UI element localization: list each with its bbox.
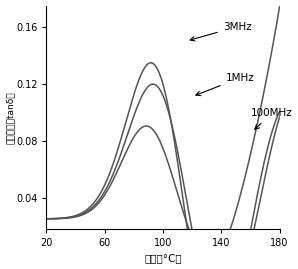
X-axis label: 温度（°C）: 温度（°C） bbox=[144, 253, 182, 263]
Text: 1MHz: 1MHz bbox=[196, 73, 254, 95]
Text: 3MHz: 3MHz bbox=[190, 22, 252, 41]
Y-axis label: 誤電正接（tanδ）: 誤電正接（tanδ） bbox=[6, 91, 15, 144]
Text: 100MHz: 100MHz bbox=[250, 108, 292, 129]
